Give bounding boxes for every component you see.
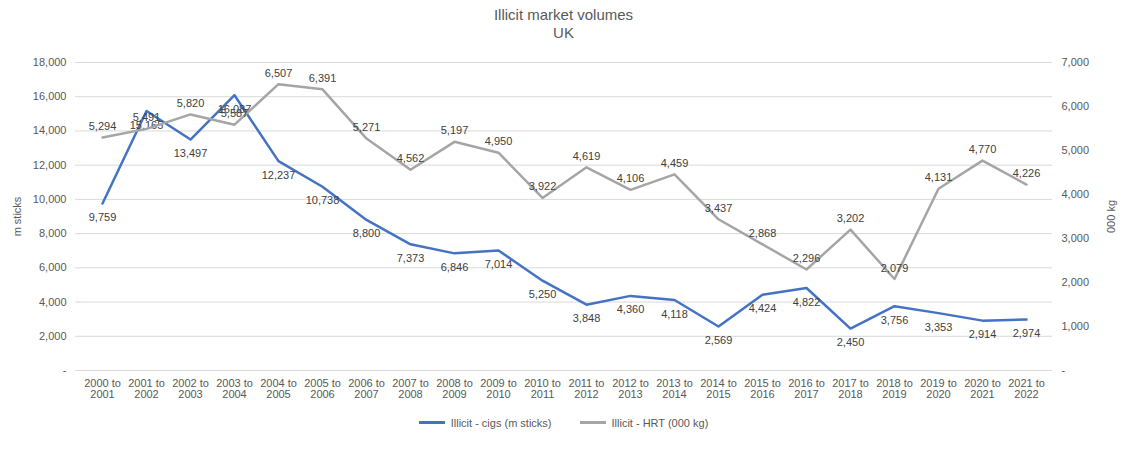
svg-text:7,373: 7,373 [397, 252, 425, 264]
svg-text:4,770: 4,770 [969, 143, 997, 155]
svg-text:2,296: 2,296 [793, 252, 821, 264]
svg-text:2003 to2004: 2003 to2004 [216, 377, 253, 400]
svg-text:2012 to2013: 2012 to2013 [612, 377, 649, 400]
svg-text:2016 to2017: 2016 to2017 [788, 377, 825, 400]
svg-text:2,974: 2,974 [1013, 327, 1041, 339]
svg-text:2002 to2003: 2002 to2003 [172, 377, 209, 400]
svg-text:4,424: 4,424 [749, 302, 777, 314]
svg-text:13,497: 13,497 [174, 147, 208, 159]
svg-text:10,738: 10,738 [306, 194, 340, 206]
svg-text:2,000: 2,000 [1062, 276, 1090, 288]
svg-text:2001 to2002: 2001 to2002 [128, 377, 165, 400]
svg-text:2021 to2022: 2021 to2022 [1008, 377, 1045, 400]
html-text:Illicit market volumes: Illicit market volumes [493, 6, 634, 23]
svg-text:-: - [1062, 364, 1066, 376]
svg-text:1,000: 1,000 [1062, 320, 1090, 332]
svg-text:2,000: 2,000 [39, 330, 67, 342]
svg-text:3,756: 3,756 [881, 314, 909, 326]
svg-text:5,250: 5,250 [529, 288, 557, 300]
svg-text:12,000: 12,000 [33, 159, 67, 171]
svg-text:4,822: 4,822 [793, 296, 821, 308]
svg-text:3,000: 3,000 [1062, 232, 1090, 244]
svg-text:2,914: 2,914 [969, 328, 997, 340]
svg-text:2010 to2011: 2010 to2011 [524, 377, 561, 400]
svg-text:2011 to2012: 2011 to2012 [569, 377, 605, 400]
svg-text:2020 to2021: 2020 to2021 [964, 377, 1001, 400]
svg-text:2005 to2006: 2005 to2006 [304, 377, 341, 400]
svg-text:18,000: 18,000 [33, 56, 67, 68]
svg-text:3,848: 3,848 [573, 312, 601, 324]
svg-text:5,294: 5,294 [89, 120, 117, 132]
svg-text:000 kg: 000 kg [1105, 200, 1117, 233]
svg-text:16,000: 16,000 [33, 90, 67, 102]
svg-text:3,353: 3,353 [925, 321, 953, 333]
svg-text:2004 to2005: 2004 to2005 [260, 377, 297, 400]
svg-text:4,000: 4,000 [39, 296, 67, 308]
svg-text:4,118: 4,118 [661, 308, 688, 320]
svg-text:5,587: 5,587 [221, 107, 249, 119]
svg-text:m sticks: m sticks [11, 196, 23, 236]
svg-text:2006 to2007: 2006 to2007 [348, 377, 385, 400]
svg-text:4,106: 4,106 [617, 172, 645, 184]
svg-text:4,619: 4,619 [573, 150, 601, 162]
svg-text:4,459: 4,459 [661, 157, 689, 169]
svg-text:5,491: 5,491 [133, 111, 161, 123]
svg-text:4,131: 4,131 [925, 171, 953, 183]
svg-text:2,450: 2,450 [837, 336, 865, 348]
svg-text:4,360: 4,360 [617, 303, 645, 315]
svg-text:14,000: 14,000 [33, 124, 67, 136]
svg-text:9,759: 9,759 [89, 211, 117, 223]
svg-text:8,800: 8,800 [353, 227, 381, 239]
svg-text:2013 to2014: 2013 to2014 [656, 377, 693, 400]
svg-text:5,000: 5,000 [1062, 144, 1090, 156]
svg-text:-: - [63, 364, 67, 376]
svg-text:6,846: 6,846 [441, 261, 469, 273]
svg-text:5,820: 5,820 [177, 97, 205, 109]
svg-text:5,197: 5,197 [441, 124, 469, 136]
svg-text:7,014: 7,014 [485, 258, 513, 270]
svg-text:2014 to2015: 2014 to2015 [700, 377, 737, 400]
html-text:Illicit - HRT (000 kg): Illicit - HRT (000 kg) [611, 416, 709, 429]
svg-text:2019 to2020: 2019 to2020 [920, 377, 957, 400]
svg-text:2,569: 2,569 [705, 334, 733, 346]
svg-text:2007 to2008: 2007 to2008 [392, 377, 429, 400]
svg-text:4,000: 4,000 [1062, 188, 1090, 200]
svg-text:6,507: 6,507 [265, 67, 293, 79]
html-text:UK: UK [553, 24, 574, 41]
svg-text:6,000: 6,000 [1062, 100, 1090, 112]
svg-text:2009 to2010: 2009 to2010 [480, 377, 517, 400]
svg-text:2015 to2016: 2015 to2016 [744, 377, 781, 400]
svg-text:4,562: 4,562 [397, 152, 425, 164]
svg-text:10,000: 10,000 [33, 193, 67, 205]
svg-text:2000 to2001: 2000 to2001 [84, 377, 121, 400]
svg-text:3,437: 3,437 [705, 202, 733, 214]
svg-text:2018 to2019: 2018 to2019 [876, 377, 913, 400]
svg-text:2,868: 2,868 [749, 227, 777, 239]
svg-text:6,000: 6,000 [39, 261, 67, 273]
svg-text:3,202: 3,202 [837, 212, 865, 224]
svg-text:8,000: 8,000 [39, 227, 67, 239]
svg-text:12,237: 12,237 [262, 169, 296, 181]
svg-text:6,391: 6,391 [309, 72, 337, 84]
svg-text:4,226: 4,226 [1013, 167, 1041, 179]
svg-text:4,950: 4,950 [485, 135, 513, 147]
svg-text:2008 to2009: 2008 to2009 [436, 377, 473, 400]
svg-text:7,000: 7,000 [1062, 56, 1090, 68]
svg-text:2,079: 2,079 [881, 262, 909, 274]
svg-text:5,271: 5,271 [353, 121, 381, 133]
html-text:Illicit - cigs (m sticks): Illicit - cigs (m sticks) [450, 416, 552, 429]
svg-text:3,922: 3,922 [529, 180, 557, 192]
svg-text:2017 to2018: 2017 to2018 [832, 377, 869, 400]
